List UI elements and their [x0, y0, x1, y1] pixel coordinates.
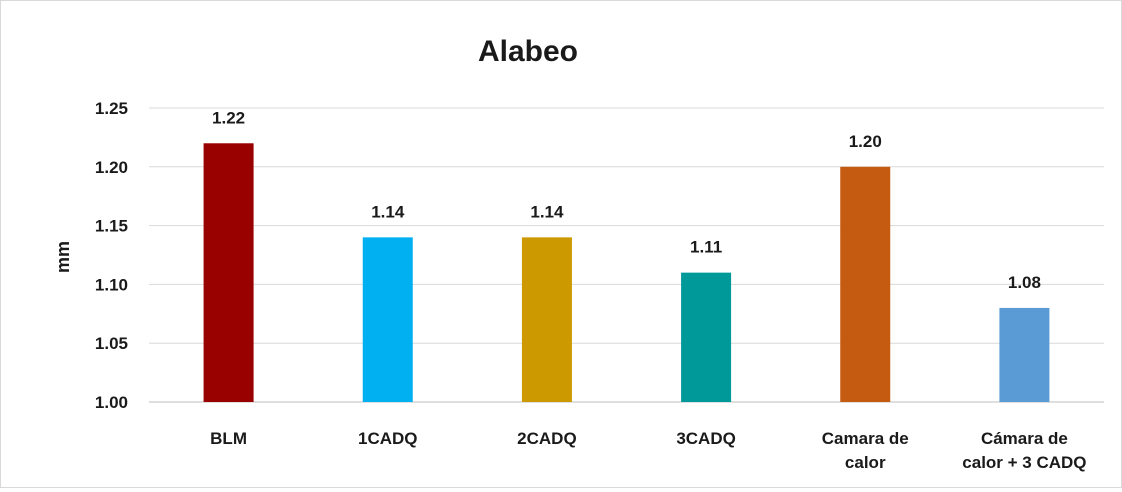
bar: [362, 237, 413, 402]
x-axis-ticks: BLM 1CADQ 2CADQ 3CADQ Camara de calor Cámara d…: [210, 429, 1086, 472]
data-labels: 1.22 1.14 1.14 1.11 1.20 1.08: [212, 108, 1041, 292]
y-tick-label: 1.05: [95, 334, 128, 353]
bars: [203, 143, 1050, 402]
x-tick-label: Cámara de calor + 3 CADQ: [962, 429, 1086, 472]
data-label: 1.14: [371, 202, 405, 221]
x-tick-label: 2CADQ: [517, 429, 577, 448]
y-tick-label: 1.20: [95, 158, 128, 177]
data-label: 1.11: [690, 238, 722, 257]
data-label: 1.20: [849, 132, 882, 151]
y-tick-label: 1.10: [95, 275, 128, 294]
bar: [840, 166, 891, 402]
bar: [203, 143, 254, 402]
x-tick-label: Camara de calor: [822, 429, 909, 472]
y-axis-ticks: 1.00 1.05 1.10 1.15 1.20 1.25: [95, 99, 128, 412]
chart-title: Alabeo: [478, 35, 578, 68]
data-label: 1.22: [212, 108, 245, 127]
bar: [521, 237, 572, 402]
y-tick-label: 1.00: [95, 393, 128, 412]
bar: [681, 272, 732, 402]
x-tick-label: BLM: [210, 429, 247, 448]
data-label: 1.14: [530, 202, 564, 221]
x-tick-label: 3CADQ: [676, 429, 736, 448]
y-axis-label: mm: [53, 241, 73, 273]
data-label: 1.08: [1008, 273, 1041, 292]
bar: [999, 307, 1050, 402]
y-tick-label: 1.15: [95, 217, 128, 236]
x-tick-label: 1CADQ: [358, 429, 418, 448]
gridlines: [149, 107, 1104, 403]
y-tick-label: 1.25: [95, 99, 128, 118]
